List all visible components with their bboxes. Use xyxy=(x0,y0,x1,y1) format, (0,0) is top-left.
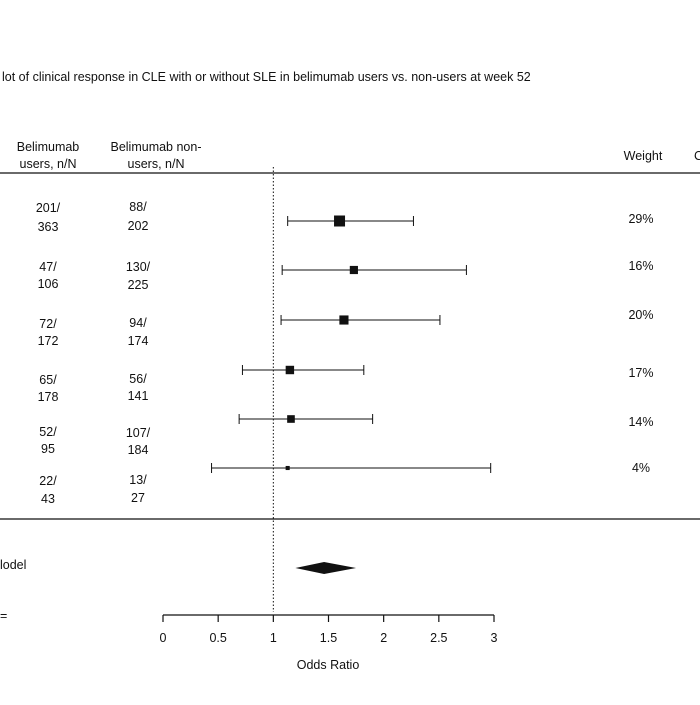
partial-column-header: C xyxy=(694,149,700,163)
weight-value: 17% xyxy=(628,366,653,380)
x-tick-label: 1.5 xyxy=(320,631,337,645)
point-estimate-marker xyxy=(339,315,349,325)
users-total: 363 xyxy=(38,220,59,234)
weight-value: 29% xyxy=(628,212,653,226)
users-events: 47/ xyxy=(39,260,57,274)
nonusers-total: 27 xyxy=(131,491,145,505)
users-total: 178 xyxy=(38,390,59,404)
x-tick-label: 2.5 xyxy=(430,631,447,645)
x-tick-label: 3 xyxy=(491,631,498,645)
users-total: 95 xyxy=(41,442,55,456)
study-row-sixth: 22/43 13/27 4% xyxy=(39,461,650,506)
study-row-first: 201/363 88/202 29% xyxy=(36,200,654,234)
weight-value: 4% xyxy=(632,461,650,475)
point-estimate-marker xyxy=(285,465,290,471)
users-events: 201/ xyxy=(36,201,61,215)
users-events: 22/ xyxy=(39,474,57,488)
nonusers-total: 184 xyxy=(128,443,149,457)
nonusers-events: 88/ xyxy=(129,200,147,214)
summary-group: lodel xyxy=(0,558,357,574)
x-tick-label: 2 xyxy=(380,631,387,645)
point-estimate-marker xyxy=(287,415,295,423)
study-row-second: 47/106 130/225 16% xyxy=(38,259,654,292)
x-tick-label: 0.5 xyxy=(209,631,226,645)
users-total: 172 xyxy=(38,334,59,348)
nonusers-total: 225 xyxy=(128,278,149,292)
study-row-third: 72/172 94/174 20% xyxy=(38,308,654,348)
weight-value: 16% xyxy=(628,259,653,273)
nonusers-events: 13/ xyxy=(129,473,147,487)
weight-header: Weight xyxy=(624,149,663,163)
summary-diamond xyxy=(295,562,357,574)
nonusers-events: 130/ xyxy=(126,260,151,274)
x-tick-label: 1 xyxy=(270,631,277,645)
users-total: 43 xyxy=(41,492,55,506)
users-header-line2: users, n/N xyxy=(20,157,77,171)
x-axis-label: Odds Ratio xyxy=(297,658,360,672)
nonusers-total: 141 xyxy=(128,389,149,403)
summary-label: lodel xyxy=(0,558,26,572)
study-row-fourth: 65/178 56/141 17% xyxy=(38,365,654,404)
partial-row-label: = xyxy=(0,609,7,623)
point-estimate-marker xyxy=(349,265,358,275)
weight-value: 14% xyxy=(628,415,653,429)
chart-title: lot of clinical response in CLE with or … xyxy=(2,70,531,84)
nonusers-events: 107/ xyxy=(126,426,151,440)
nonusers-events: 56/ xyxy=(129,372,147,386)
nonusers-header-line2: users, n/N xyxy=(128,157,185,171)
weight-value: 20% xyxy=(628,308,653,322)
point-estimate-marker xyxy=(334,215,346,227)
nonusers-total: 202 xyxy=(128,219,149,233)
study-rows: 201/363 88/202 29% 47/106 130/225 16% 72/172 94… xyxy=(36,200,654,506)
users-events: 65/ xyxy=(39,373,57,387)
users-header-line1: Belimumab xyxy=(17,140,80,154)
point-estimate-marker xyxy=(285,365,295,375)
nonusers-events: 94/ xyxy=(129,316,147,330)
study-row-fifth: 52/95 107/184 14% xyxy=(39,414,654,457)
users-total: 106 xyxy=(38,277,59,291)
nonusers-total: 174 xyxy=(128,334,149,348)
users-events: 72/ xyxy=(39,317,57,331)
x-tick-label: 0 xyxy=(160,631,167,645)
x-axis: = Odds Ratio 0 0.5 1 1.5 2 2.5 3 xyxy=(0,609,498,672)
users-events: 52/ xyxy=(39,425,57,439)
nonusers-header-line1: Belimumab non- xyxy=(110,140,201,154)
